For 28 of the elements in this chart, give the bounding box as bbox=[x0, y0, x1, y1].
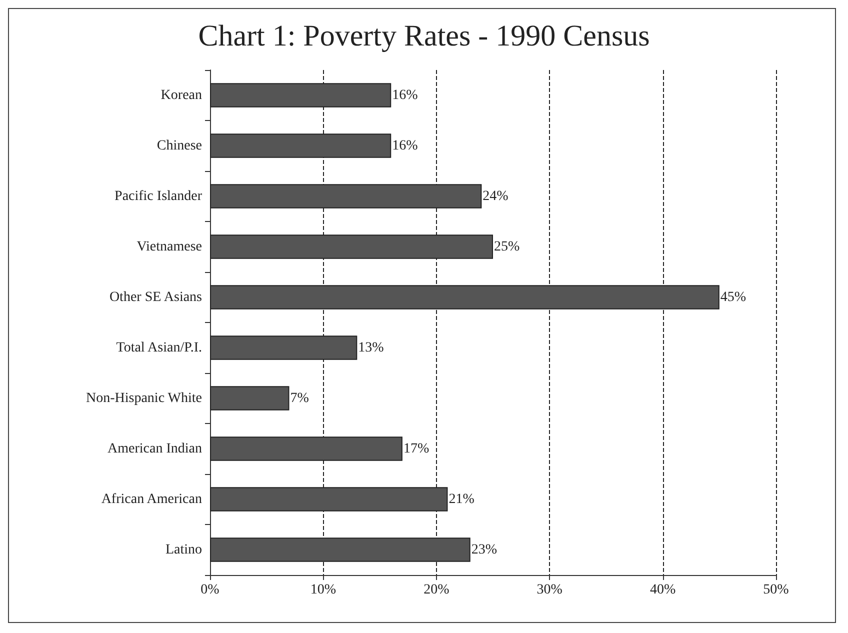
y-tick-label: Total Asian/P.I. bbox=[116, 340, 202, 356]
data-label: 24% bbox=[482, 188, 509, 204]
x-tick-label: 50% bbox=[763, 582, 790, 598]
x-tick-label: 40% bbox=[650, 582, 676, 598]
y-tick-label: Pacific Islander bbox=[114, 188, 202, 204]
y-tick-label: African American bbox=[101, 492, 202, 507]
y-tick-label: Other SE Asians bbox=[109, 290, 202, 305]
y-tick-label: Chinese bbox=[156, 138, 202, 154]
x-tick-label: 0% bbox=[200, 582, 220, 598]
data-label: 16% bbox=[392, 138, 418, 154]
data-label: 16% bbox=[392, 88, 418, 103]
y-tick-label: Vietnamese bbox=[136, 239, 202, 254]
y-tick-label: Non-Hispanic White bbox=[86, 390, 202, 406]
data-label: 25% bbox=[494, 239, 520, 254]
data-label: 13% bbox=[358, 340, 384, 356]
data-label: 23% bbox=[471, 542, 498, 558]
data-label: 7% bbox=[290, 390, 310, 406]
x-tick-label: 10% bbox=[310, 582, 336, 598]
y-tick-label: Korean bbox=[160, 88, 202, 103]
chart-title: Chart 1: Poverty Rates - 1990 Census bbox=[198, 20, 650, 52]
y-tick-label: American Indian bbox=[108, 441, 202, 456]
data-label: 17% bbox=[403, 441, 430, 456]
x-tick-label: 30% bbox=[536, 582, 563, 598]
y-tick-label: Latino bbox=[165, 542, 202, 558]
x-tick-label: 20% bbox=[424, 582, 450, 598]
bar bbox=[210, 386, 290, 410]
data-label: 21% bbox=[448, 492, 475, 507]
data-label: 45% bbox=[720, 290, 746, 305]
